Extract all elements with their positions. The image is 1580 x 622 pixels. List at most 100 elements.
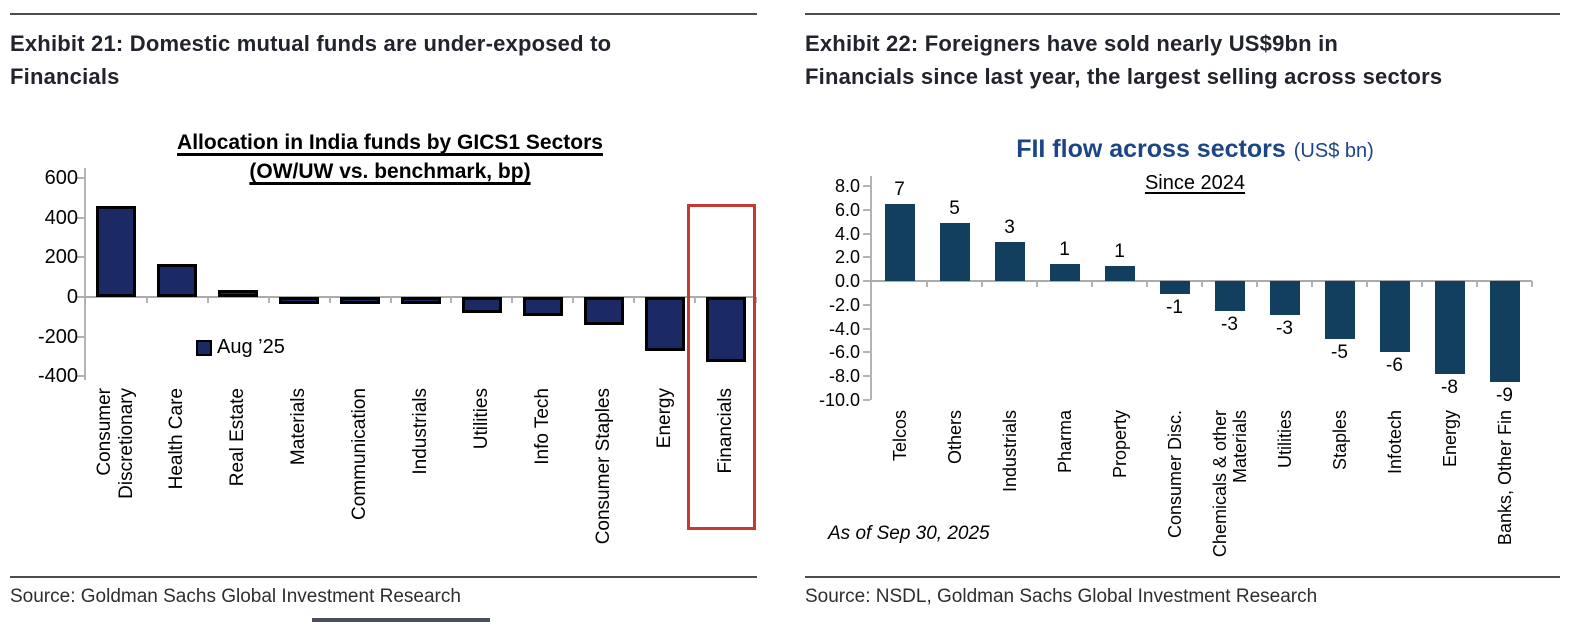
x-category-label-communication: Communication [349, 388, 371, 520]
x-category-label-infotech: Infotech [1384, 410, 1405, 475]
bar-utilities [461, 297, 502, 313]
y-tick-mark [863, 327, 870, 330]
x-tick-mark [1366, 281, 1368, 287]
x-tick-mark [694, 297, 697, 303]
x-tick-mark [1036, 281, 1038, 287]
bar-financials [705, 297, 746, 363]
y-tick-label: 6.0 [834, 199, 860, 220]
x-tick-mark [328, 297, 331, 303]
right-top-rule [805, 13, 1560, 15]
legend-swatch [196, 339, 212, 356]
bar-property [1104, 265, 1135, 281]
bar-value-label-consumer-disc: -1 [1166, 297, 1183, 319]
left-top-rule [10, 13, 757, 15]
bar-value-label-others: 5 [949, 197, 960, 219]
bar-value-label-infotech: -6 [1386, 355, 1403, 377]
bar-value-label-telcos: 7 [894, 178, 905, 200]
x-category-label-chemicals-other-materials: Chemicals & other Materials [1209, 410, 1250, 558]
right-bottom-rule [805, 576, 1560, 578]
bar-value-label-energy: -8 [1441, 376, 1458, 398]
x-tick-mark [1531, 281, 1533, 287]
bar-value-label-pharma: 1 [1059, 239, 1070, 261]
bar-info-tech [522, 297, 563, 316]
right-chart-title-units: (US$ bn) [1293, 140, 1374, 162]
bar-consumer-disc [1159, 281, 1190, 295]
y-tick-mark [77, 256, 84, 259]
y-tick-label: 600 [44, 167, 78, 190]
bar-staples [1324, 281, 1355, 340]
y-tick-mark [863, 351, 870, 354]
x-category-label-staples: Staples [1329, 410, 1350, 471]
as-of-date-note: As of Sep 30, 2025 [828, 523, 990, 544]
x-tick-mark [981, 281, 983, 287]
right-chart-title: FII flow across sectors (US$ bn) Since 20… [850, 134, 1540, 200]
left-chart-title-line2: (OW/UW vs. benchmark, bp) [249, 160, 531, 183]
x-category-label-industrials: Industrials [410, 388, 431, 475]
y-tick-label: 0.0 [834, 271, 860, 291]
y-tick-label: -6.0 [828, 342, 860, 363]
legend-label: Aug ’25 [217, 336, 285, 358]
x-category-label-others: Others [944, 410, 965, 465]
right-chart-subtitle: Since 2024 [1144, 172, 1246, 194]
y-tick-label: -2.0 [828, 294, 860, 315]
y-tick-label: -4.0 [828, 318, 860, 339]
x-category-label-real-estate: Real Estate [227, 388, 249, 487]
x-tick-mark [450, 297, 453, 303]
right-exhibit-title: Exhibit 22: Foreigners have sold nearly … [805, 31, 1443, 89]
x-category-label-property: Property [1109, 410, 1130, 479]
x-tick-mark [145, 297, 148, 303]
y-tick-mark [77, 375, 84, 378]
bar-value-label-banks-other-fin: -9 [1496, 384, 1513, 406]
x-tick-mark [1201, 281, 1203, 287]
x-tick-mark [1476, 281, 1478, 287]
right-chart-title-main: FII flow across sectors [1016, 135, 1286, 163]
y-tick-mark [863, 398, 870, 401]
x-category-label-telcos: Telcos [889, 410, 910, 462]
x-category-label-energy: Energy [1439, 410, 1460, 468]
bar-infotech [1379, 281, 1410, 353]
bar-utilities [1269, 281, 1300, 316]
x-tick-mark [1091, 281, 1093, 287]
y-tick-label: -8.0 [828, 366, 860, 386]
y-axis-line [84, 168, 86, 380]
bar-pharma [1049, 264, 1080, 281]
bar-value-label-property: 1 [1114, 240, 1125, 262]
y-tick-mark [863, 208, 870, 211]
x-tick-mark [1311, 281, 1313, 287]
x-category-label-energy: Energy [653, 388, 675, 449]
y-tick-label: -10.0 [818, 389, 860, 410]
y-tick-mark [863, 303, 870, 306]
y-tick-label: -200 [37, 325, 78, 348]
y-tick-label: 0 [66, 286, 78, 308]
y-tick-label: 200 [44, 246, 78, 269]
left-bottom-rule [10, 576, 757, 578]
y-tick-mark [863, 375, 870, 377]
x-category-label-materials: Materials [288, 388, 310, 466]
y-axis-line [870, 176, 872, 400]
bar-materials [279, 297, 320, 304]
bar-energy [1434, 281, 1465, 374]
x-category-label-consumer-discretionary: Consumer Discretionary [94, 388, 138, 499]
left-chart-title: Allocation in India funds by GICS1 Secto… [60, 128, 720, 186]
bar-value-label-utilities: -3 [1276, 318, 1293, 340]
right-source-line: Source: NSDL, Goldman Sachs Global Inves… [805, 586, 1318, 607]
x-category-label-consumer-staples: Consumer Staples [592, 388, 614, 545]
bar-chemicals-other-materials [1214, 281, 1245, 311]
x-category-label-banks-other-fin: Banks, Other Fin [1494, 410, 1515, 546]
y-tick-mark [77, 177, 84, 180]
x-tick-mark [389, 297, 392, 303]
x-category-label-utilities: Utilities [470, 388, 492, 450]
bar-real-estate [218, 290, 259, 297]
left-source-line: Source: Goldman Sachs Global Investment … [10, 586, 461, 607]
x-tick-mark [1146, 281, 1148, 287]
x-tick-mark [267, 297, 270, 303]
y-tick-label: 8.0 [834, 176, 860, 196]
bar-telcos [884, 203, 915, 281]
left-chart-title-line1: Allocation in India funds by GICS1 Secto… [177, 131, 603, 154]
x-category-label-health-care: Health Care [166, 388, 188, 490]
bar-value-label-chemicals-other-materials: -3 [1221, 313, 1238, 335]
y-tick-mark [863, 280, 870, 282]
bar-banks-other-fin [1489, 281, 1520, 382]
x-category-label-industrials: Industrials [999, 410, 1020, 493]
